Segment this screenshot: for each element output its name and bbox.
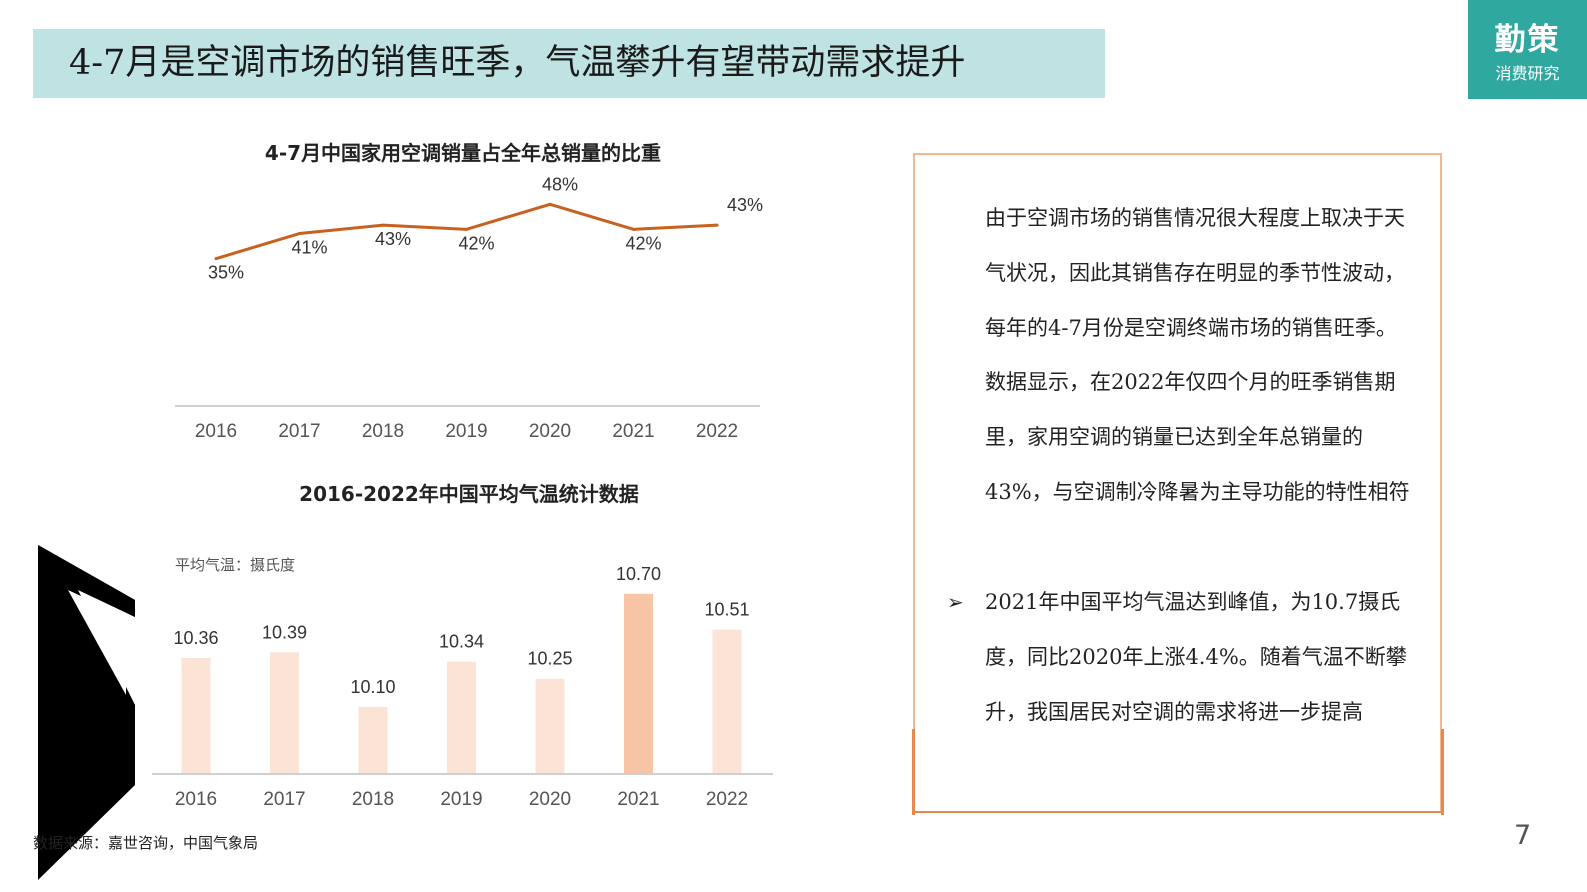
bar-chart-data-label: 10.10 — [350, 677, 395, 697]
line-chart-point — [715, 223, 719, 227]
panel-accent-left — [912, 729, 915, 815]
bar-chart-tick-label: 2016 — [175, 789, 217, 810]
bullet-paragraph: 2021年中国平均气温达到峰值，为10.7摄氏度，同比2020年上涨4.4%。随… — [985, 590, 1407, 724]
data-source-note: 数据来源：嘉世咨询，中国气象局 — [33, 834, 259, 852]
bar-chart: 平均气温：摄氏度 10.36 2016 10.39 2017 10.10 2018 10.34… — [152, 556, 773, 810]
bar-chart-title: 2016-2022年中国平均气温统计数据 — [299, 482, 639, 506]
bar-chart-tick-label: 2020 — [529, 789, 571, 810]
line-chart: 35% 2016 41% 2017 43% 2018 42% 2019 48% 2020 42% 20… — [175, 174, 763, 442]
bar-chart-bar — [535, 678, 565, 773]
bar-chart-data-label: 10.36 — [173, 628, 218, 648]
bar-chart-bar — [270, 652, 299, 773]
line-chart-title: 4-7月中国家用空调销量占全年总销量的比重 — [264, 141, 662, 165]
line-chart-data-label: 42% — [625, 233, 661, 253]
bar-chart-bar — [181, 657, 211, 773]
line-chart-data-label: 43% — [727, 195, 763, 215]
line-chart-point — [381, 223, 385, 227]
brand-logo: 勤策 消费研究 — [1468, 0, 1587, 99]
line-chart-point — [465, 227, 468, 231]
line-chart-data-label: 43% — [375, 229, 411, 249]
line-chart-data-label: 48% — [542, 174, 578, 194]
line-chart-tick-label: 2017 — [278, 421, 320, 442]
bar-chart-data-label: 10.39 — [262, 622, 307, 642]
line-chart-point — [214, 257, 218, 261]
bullet-arrow-icon: ➢ — [947, 590, 964, 614]
bar-chart-data-label: 10.51 — [704, 600, 749, 620]
bar-chart-bar — [358, 707, 388, 773]
summary-panel — [913, 153, 1442, 813]
bar-chart-tick-label: 2021 — [617, 789, 659, 810]
line-chart-tick-label: 2018 — [362, 421, 404, 442]
line-chart-data-label: 42% — [458, 233, 494, 253]
bar-chart-tick-label: 2018 — [352, 789, 394, 810]
bar-chart-data-label: 10.25 — [527, 649, 572, 669]
bar-chart-tick-label: 2022 — [706, 789, 748, 810]
line-chart-tick-label: 2019 — [445, 421, 487, 442]
line-chart-tick-label: 2021 — [612, 421, 654, 442]
line-chart-tick-label: 2016 — [195, 421, 237, 442]
line-chart-tick-label: 2022 — [696, 421, 738, 442]
line-chart-point — [632, 227, 635, 231]
logo-main-text: 勤策 — [1494, 22, 1561, 58]
panel-accent-right — [1441, 729, 1444, 815]
bar-chart-unit-label: 平均气温：摄氏度 — [175, 556, 295, 574]
logo-sub-text: 消费研究 — [1495, 64, 1560, 83]
summary-paragraph: 由于空调市场的销售情况很大程度上取决于天气状况，因此其销售存在明显的季节性波动，… — [985, 206, 1410, 504]
bar-chart-bar — [447, 661, 476, 773]
line-chart-point — [298, 232, 301, 236]
line-chart-point — [548, 202, 552, 206]
line-chart-data-label: 41% — [291, 238, 327, 258]
chevron-decoration-icon — [38, 545, 135, 880]
line-chart-tick-label: 2020 — [529, 421, 571, 442]
bar-chart-data-label: 10.70 — [616, 564, 661, 584]
bar-chart-bar — [624, 593, 653, 773]
page-number: 7 — [1514, 820, 1532, 851]
bar-chart-tick-label: 2019 — [440, 789, 482, 810]
bar-chart-bar — [712, 629, 742, 773]
bar-chart-data-label: 10.34 — [439, 632, 484, 652]
bar-chart-tick-label: 2017 — [263, 789, 305, 810]
page-title: 4-7月是空调市场的销售旺季，气温攀升有望带动需求提升 — [69, 43, 966, 83]
line-chart-data-label: 35% — [208, 263, 244, 283]
title-banner: 4-7月是空调市场的销售旺季，气温攀升有望带动需求提升 — [33, 29, 1105, 98]
